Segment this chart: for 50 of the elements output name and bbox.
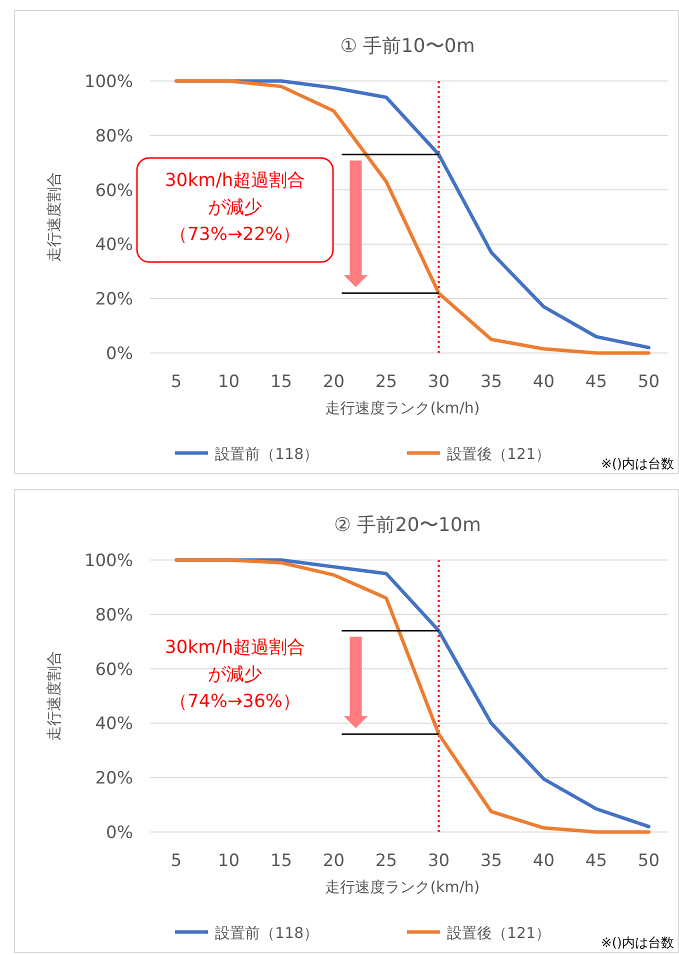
x-tick-label: 30: [428, 372, 450, 392]
y-tick-label: 80%: [95, 126, 133, 146]
text: ※()内は台数: [600, 936, 674, 951]
x-tick-label: 20: [322, 851, 345, 871]
x-tick-label: 50: [638, 372, 660, 392]
annotation: （74%→36%）: [169, 691, 301, 712]
y-tick-label: 0%: [106, 823, 133, 843]
x-tick-label: 35: [480, 372, 502, 392]
x-tick-label: 35: [480, 851, 502, 871]
y-tick-label: 80%: [95, 605, 133, 626]
text: ※()内は台数: [600, 457, 674, 472]
annotation: 30km/h超過割合: [164, 637, 306, 658]
chart-title: ② 手前20〜10m: [334, 514, 481, 536]
x-tick-label: 45: [585, 851, 608, 871]
y-tick-label: 0%: [106, 344, 133, 364]
annotation: が減少: [208, 197, 262, 218]
legend-label: 設置前（118）: [215, 445, 319, 463]
y-tick-label: 20%: [95, 768, 133, 789]
legend-label: 設置後（121）: [447, 445, 551, 463]
y-tick-label: 100%: [84, 72, 133, 92]
annotation: （73%→22%）: [169, 224, 301, 245]
x-tick-label: 45: [585, 372, 608, 392]
legend-label: 設置後（121）: [447, 924, 551, 942]
x-tick-label: 30: [428, 851, 450, 871]
y-tick-label: 20%: [95, 290, 133, 310]
x-tick-label: 5: [170, 372, 182, 392]
x-tick-label: 5: [170, 851, 182, 871]
x-tick-label: 15: [270, 372, 292, 392]
y-tick-label: 60%: [95, 660, 133, 680]
x-tick-label: 40: [532, 851, 555, 871]
chart-title: ① 手前10〜0m: [340, 35, 475, 57]
x-tick-label: 10: [218, 372, 240, 392]
x-tick-label: 40: [532, 372, 555, 392]
y-tick-label: 60%: [95, 180, 133, 201]
x-tick-label: 25: [375, 372, 398, 392]
annotation: が減少: [208, 664, 262, 685]
x-tick-label: 10: [218, 851, 240, 871]
y-tick-label: 40%: [95, 714, 133, 734]
annotation: 30km/h超過割合: [164, 170, 306, 191]
x-tick-label: 15: [270, 851, 292, 871]
x-tick-label: 25: [375, 851, 398, 871]
y-axis-title: 走行速度割合: [45, 172, 63, 262]
x-tick-label: 50: [638, 851, 660, 871]
legend-label: 設置前（118）: [215, 924, 319, 942]
x-tick-label: 20: [322, 372, 345, 392]
x-axis-title: 走行速度ランク(km/h): [325, 399, 480, 417]
y-tick-label: 40%: [95, 235, 133, 256]
y-axis-title: 走行速度割合: [45, 651, 63, 741]
y-tick-label: 100%: [84, 551, 133, 571]
x-axis-title: 走行速度ランク(km/h): [325, 878, 480, 896]
